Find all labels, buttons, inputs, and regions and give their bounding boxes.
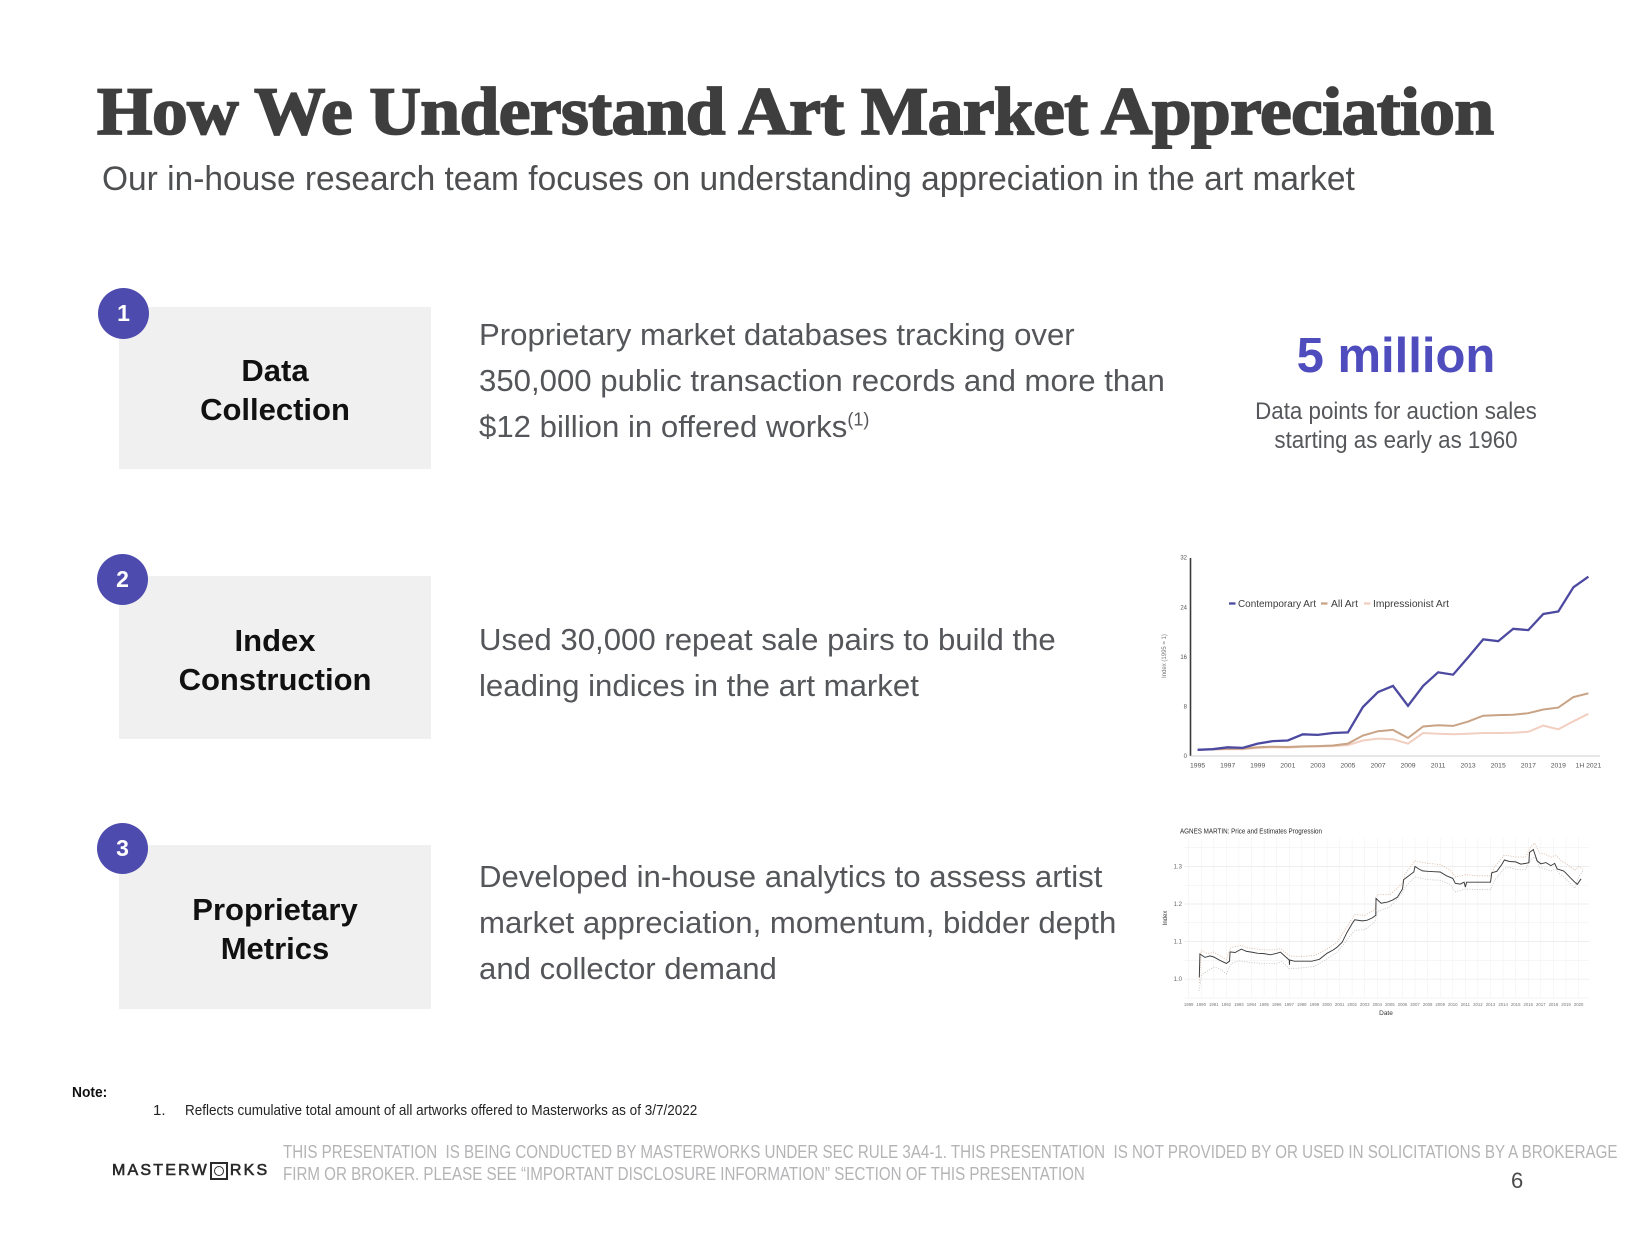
svg-text:2019: 2019 [1551,763,1566,770]
svg-text:Date: Date [1379,1010,1393,1017]
svg-text:2005: 2005 [1340,763,1355,770]
svg-text:1996: 1996 [1272,1002,1282,1007]
svg-text:1999: 1999 [1250,763,1265,770]
svg-text:Contemporary Art: Contemporary Art [1238,599,1316,610]
svg-text:2012: 2012 [1473,1002,1483,1007]
svg-text:Impressionist Art: Impressionist Art [1373,599,1449,610]
svg-text:1999: 1999 [1310,1002,1320,1007]
svg-text:1.0: 1.0 [1174,977,1183,983]
svg-text:2004: 2004 [1373,1002,1383,1007]
svg-text:2002: 2002 [1347,1002,1357,1007]
svg-text:2008: 2008 [1423,1002,1433,1007]
svg-text:AGNES MARTIN: Price and Estima: AGNES MARTIN: Price and Estimates Progre… [1180,827,1322,836]
svg-text:0: 0 [1184,754,1188,760]
svg-text:Index (1995 = 1): Index (1995 = 1) [1162,634,1168,678]
svg-text:2003: 2003 [1360,1002,1370,1007]
svg-text:1992: 1992 [1222,1002,1232,1007]
svg-text:2007: 2007 [1370,763,1385,770]
svg-text:1991: 1991 [1209,1002,1219,1007]
svg-text:2009: 2009 [1435,1002,1445,1007]
svg-text:1.3: 1.3 [1174,864,1183,870]
svg-text:1995: 1995 [1190,763,1205,770]
svg-text:2005: 2005 [1385,1002,1395,1007]
svg-text:1994: 1994 [1247,1002,1257,1007]
svg-text:16: 16 [1180,655,1187,661]
svg-text:2003: 2003 [1310,763,1325,770]
svg-text:2014: 2014 [1498,1002,1508,1007]
svg-text:2019: 2019 [1561,1002,1571,1007]
svg-text:2000: 2000 [1322,1002,1332,1007]
svg-text:All Art: All Art [1331,599,1358,610]
svg-text:2015: 2015 [1491,763,1506,770]
svg-text:32: 32 [1180,556,1187,562]
svg-text:1.2: 1.2 [1174,902,1183,908]
svg-text:8: 8 [1184,705,1188,711]
svg-text:2020: 2020 [1574,1002,1584,1007]
svg-text:24: 24 [1180,605,1187,611]
svg-text:2010: 2010 [1448,1002,1458,1007]
svg-text:2001: 2001 [1280,763,1295,770]
svg-text:1997: 1997 [1220,763,1235,770]
svg-text:1990: 1990 [1196,1002,1206,1007]
svg-text:1H 2021: 1H 2021 [1576,763,1602,770]
svg-text:2011: 2011 [1461,1002,1471,1007]
svg-text:1.1: 1.1 [1174,940,1183,946]
svg-text:1989: 1989 [1184,1002,1194,1007]
svg-text:1993: 1993 [1234,1002,1244,1007]
svg-text:1998: 1998 [1297,1002,1307,1007]
svg-text:2001: 2001 [1335,1002,1345,1007]
svg-text:2017: 2017 [1521,763,1536,770]
svg-text:1995: 1995 [1259,1002,1269,1007]
svg-text:2013: 2013 [1486,1002,1496,1007]
svg-text:2018: 2018 [1549,1002,1559,1007]
svg-text:2017: 2017 [1536,1002,1546,1007]
svg-text:2007: 2007 [1410,1002,1420,1007]
svg-text:2006: 2006 [1398,1002,1408,1007]
svg-text:2016: 2016 [1524,1002,1534,1007]
svg-text:Index: Index [1163,911,1169,926]
svg-text:2015: 2015 [1511,1002,1521,1007]
svg-text:2009: 2009 [1400,763,1415,770]
svg-text:2013: 2013 [1461,763,1476,770]
svg-text:1997: 1997 [1284,1002,1294,1007]
svg-text:2011: 2011 [1431,763,1446,770]
